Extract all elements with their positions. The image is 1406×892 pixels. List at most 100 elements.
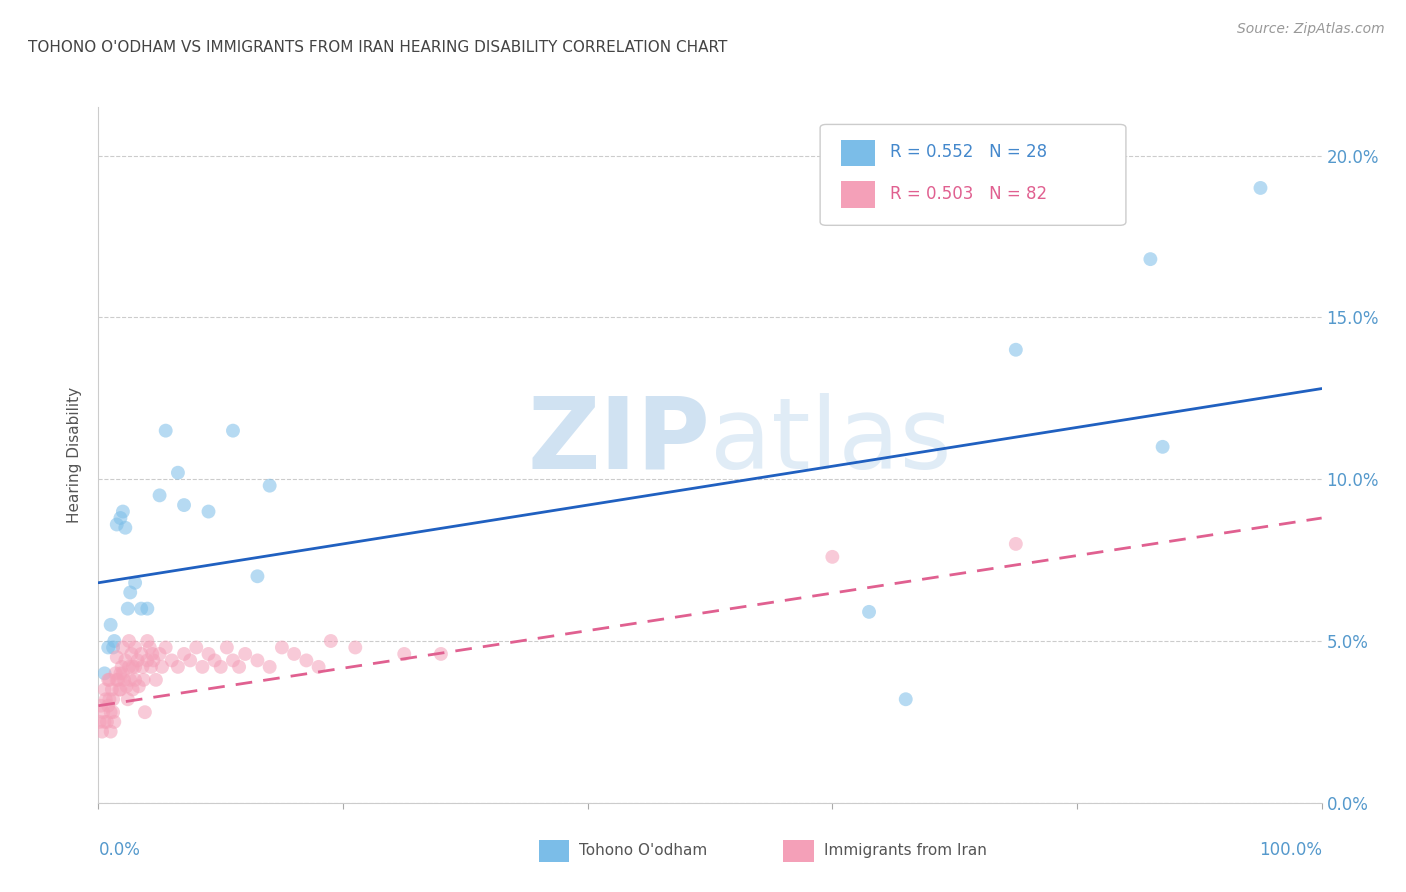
Point — [209, 660, 232, 674]
Text: R = 0.552   N = 28: R = 0.552 N = 28 — [890, 144, 1047, 161]
Point — [120, 585, 142, 599]
Point — [115, 679, 138, 693]
Point — [101, 705, 124, 719]
Point — [124, 660, 146, 674]
Point — [103, 714, 125, 729]
Point — [132, 673, 155, 687]
Point — [89, 714, 111, 729]
Point — [197, 504, 219, 518]
Point — [142, 653, 165, 667]
Point — [145, 673, 167, 687]
Point — [259, 660, 281, 674]
Point — [344, 640, 367, 655]
Point — [124, 575, 146, 590]
Point — [111, 660, 134, 674]
Point — [215, 640, 238, 655]
Point — [97, 698, 120, 713]
Point — [173, 498, 195, 512]
Point — [167, 660, 190, 674]
Point — [1152, 440, 1174, 454]
Point — [173, 647, 195, 661]
Point — [96, 714, 118, 729]
Point — [233, 647, 256, 661]
Point — [222, 424, 245, 438]
Point — [97, 640, 120, 655]
Point — [111, 666, 134, 681]
FancyBboxPatch shape — [820, 124, 1126, 226]
Point — [107, 673, 129, 687]
Point — [155, 424, 177, 438]
Point — [100, 617, 122, 632]
Bar — [841, 181, 875, 208]
Point — [93, 666, 115, 681]
Point — [110, 666, 132, 681]
Point — [129, 601, 152, 615]
Text: TOHONO O'ODHAM VS IMMIGRANTS FROM IRAN HEARING DISABILITY CORRELATION CHART: TOHONO O'ODHAM VS IMMIGRANTS FROM IRAN H… — [28, 40, 727, 55]
Point — [246, 653, 269, 667]
Point — [1249, 181, 1271, 195]
Point — [120, 673, 142, 687]
Point — [222, 653, 245, 667]
Point — [858, 605, 880, 619]
Bar — [841, 140, 875, 166]
Point — [104, 666, 127, 681]
Point — [117, 601, 139, 615]
Point — [98, 692, 121, 706]
Point — [105, 517, 128, 532]
Text: atlas: atlas — [710, 392, 952, 490]
Point — [136, 634, 159, 648]
Point — [295, 653, 318, 667]
Point — [98, 673, 121, 687]
Point — [141, 647, 163, 661]
Text: Tohono O'odham: Tohono O'odham — [579, 843, 707, 857]
Point — [93, 714, 115, 729]
Point — [118, 660, 141, 674]
Point — [100, 705, 122, 719]
Point — [128, 679, 150, 693]
Point — [94, 692, 117, 706]
Point — [136, 653, 159, 667]
Point — [821, 549, 844, 564]
Point — [124, 640, 146, 655]
Bar — [538, 839, 569, 862]
Point — [114, 653, 136, 667]
Point — [167, 466, 190, 480]
Point — [110, 511, 132, 525]
Point — [160, 653, 183, 667]
Point — [97, 673, 120, 687]
Point — [100, 724, 122, 739]
Point — [308, 660, 330, 674]
Y-axis label: Hearing Disability: Hearing Disability — [67, 387, 83, 523]
Point — [124, 673, 146, 687]
Point — [1004, 343, 1026, 357]
Point — [259, 478, 281, 492]
Point — [118, 634, 141, 648]
Point — [120, 647, 142, 661]
Point — [117, 692, 139, 706]
Point — [149, 647, 172, 661]
Text: 100.0%: 100.0% — [1258, 841, 1322, 859]
Point — [283, 647, 305, 661]
Point — [191, 660, 214, 674]
Point — [90, 698, 112, 713]
Point — [121, 682, 143, 697]
Point — [894, 692, 917, 706]
Point — [139, 660, 162, 674]
Text: 0.0%: 0.0% — [98, 841, 141, 859]
Point — [91, 724, 114, 739]
Point — [101, 682, 124, 697]
Point — [1004, 537, 1026, 551]
Point — [129, 647, 152, 661]
Point — [91, 705, 114, 719]
Point — [1139, 252, 1161, 267]
Text: Source: ZipAtlas.com: Source: ZipAtlas.com — [1237, 22, 1385, 37]
Point — [108, 682, 131, 697]
Point — [131, 660, 153, 674]
Text: Immigrants from Iran: Immigrants from Iran — [824, 843, 987, 857]
Point — [228, 660, 250, 674]
Point — [270, 640, 294, 655]
Point — [101, 692, 124, 706]
Point — [204, 653, 226, 667]
Point — [155, 640, 177, 655]
Point — [110, 682, 132, 697]
